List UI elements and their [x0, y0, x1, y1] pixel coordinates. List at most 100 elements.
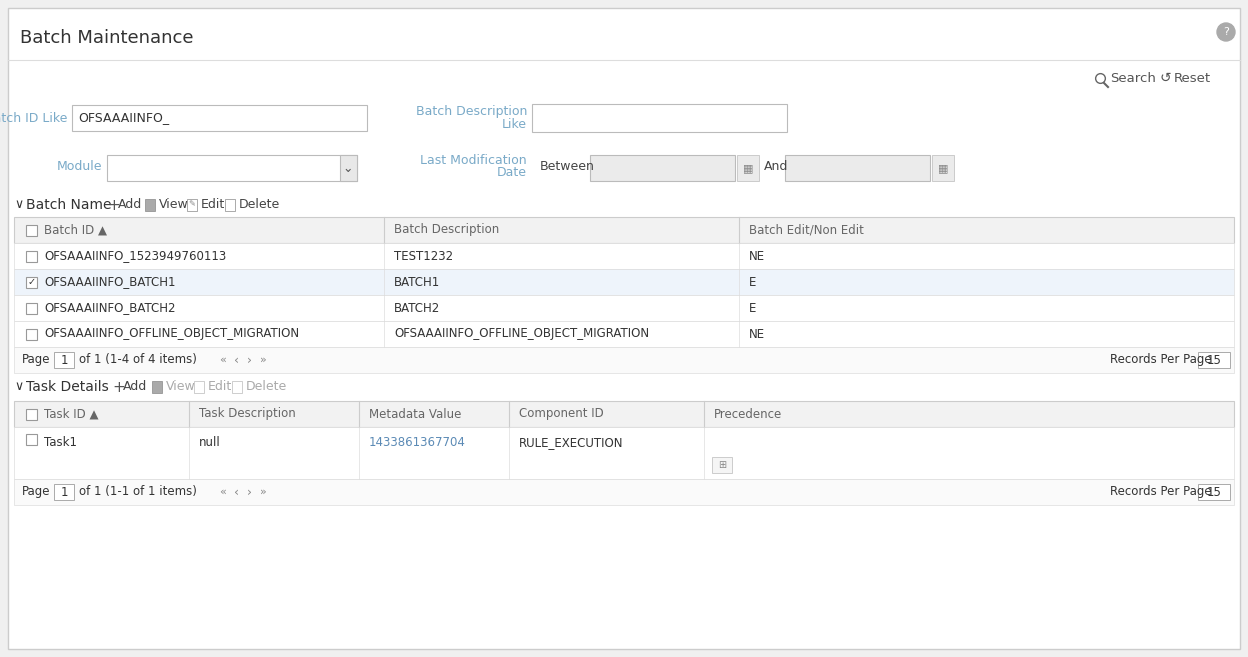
Text: RULE_EXECUTION: RULE_EXECUTION — [519, 436, 624, 449]
Text: Task Details: Task Details — [26, 380, 109, 394]
Text: Page: Page — [22, 486, 50, 499]
Bar — [54, 484, 74, 500]
Bar — [14, 479, 1234, 505]
Text: OFSAAAIINFO_1523949760113: OFSAAAIINFO_1523949760113 — [44, 250, 226, 263]
Text: ⊞: ⊞ — [718, 460, 726, 470]
Bar — [14, 217, 1234, 243]
Bar — [152, 381, 162, 393]
Bar — [54, 352, 74, 368]
Text: ▦: ▦ — [937, 163, 948, 173]
Bar — [532, 104, 787, 132]
Bar — [785, 155, 930, 181]
Bar — [187, 199, 197, 211]
Bar — [26, 329, 37, 340]
Text: OFSAAAIINFO_OFFLINE_OBJECT_MIGRATION: OFSAAAIINFO_OFFLINE_OBJECT_MIGRATION — [394, 327, 649, 340]
Text: »: » — [260, 487, 267, 497]
Bar — [14, 401, 1234, 427]
Text: Like: Like — [502, 118, 527, 131]
Text: 15: 15 — [1207, 353, 1222, 367]
Bar — [713, 457, 733, 473]
Bar — [14, 243, 1234, 269]
Text: Precedence: Precedence — [714, 407, 782, 420]
Text: null: null — [198, 436, 221, 449]
Text: Page: Page — [22, 353, 50, 367]
Text: Task Description: Task Description — [198, 407, 296, 420]
Text: ∨: ∨ — [14, 380, 24, 394]
Bar — [26, 251, 37, 262]
Text: Batch Edit/Non Edit: Batch Edit/Non Edit — [749, 223, 864, 237]
Bar — [26, 409, 37, 420]
Text: ‹: ‹ — [235, 353, 240, 367]
Bar — [193, 381, 203, 393]
Text: Batch Maintenance: Batch Maintenance — [20, 29, 193, 47]
Text: Delete: Delete — [240, 198, 281, 212]
Text: Batch ID Like: Batch ID Like — [0, 112, 67, 124]
Text: Reset: Reset — [1174, 72, 1211, 85]
Bar — [72, 105, 367, 131]
Text: Last Modification: Last Modification — [421, 154, 527, 166]
Text: Add: Add — [119, 198, 142, 212]
Bar — [339, 155, 357, 181]
Text: ›: › — [247, 353, 252, 367]
Text: Component ID: Component ID — [519, 407, 604, 420]
Bar — [14, 321, 1234, 347]
Circle shape — [1217, 23, 1236, 41]
Bar — [14, 347, 1234, 373]
Text: +: + — [112, 380, 125, 394]
Text: Batch Description: Batch Description — [416, 106, 527, 118]
Bar — [145, 199, 155, 211]
Text: Batch Name: Batch Name — [26, 198, 111, 212]
Text: E: E — [749, 302, 756, 315]
Bar — [932, 155, 953, 181]
Text: Search: Search — [1109, 72, 1156, 85]
Text: of 1 (1-4 of 4 items): of 1 (1-4 of 4 items) — [79, 353, 197, 367]
Text: NE: NE — [749, 250, 765, 263]
Text: »: » — [260, 355, 267, 365]
Text: Task1: Task1 — [44, 436, 77, 449]
Bar — [14, 269, 1234, 295]
Text: And: And — [764, 160, 789, 173]
Bar — [1198, 352, 1231, 368]
Text: 1433861367704: 1433861367704 — [369, 436, 466, 449]
Text: Delete: Delete — [246, 380, 287, 394]
Bar — [26, 225, 37, 236]
Text: «: « — [218, 487, 226, 497]
Text: of 1 (1-1 of 1 items): of 1 (1-1 of 1 items) — [79, 486, 197, 499]
Text: Module: Module — [56, 160, 102, 173]
Text: BATCH2: BATCH2 — [394, 302, 441, 315]
Text: Batch Description: Batch Description — [394, 223, 499, 237]
Text: View: View — [158, 198, 188, 212]
Text: Records Per Page: Records Per Page — [1109, 353, 1212, 367]
Text: TEST1232: TEST1232 — [394, 250, 453, 263]
Text: 1: 1 — [60, 353, 67, 367]
Bar — [107, 155, 357, 181]
Bar — [14, 427, 1234, 479]
Text: 1: 1 — [60, 486, 67, 499]
Text: ✓: ✓ — [27, 277, 35, 287]
Text: Metadata Value: Metadata Value — [369, 407, 462, 420]
Text: Batch ID ▲: Batch ID ▲ — [44, 223, 107, 237]
Text: View: View — [166, 380, 196, 394]
Text: ⌄: ⌄ — [343, 162, 353, 175]
Text: «: « — [218, 355, 226, 365]
Text: OFSAAAIINFO_OFFLINE_OBJECT_MIGRATION: OFSAAAIINFO_OFFLINE_OBJECT_MIGRATION — [44, 327, 300, 340]
Text: +: + — [107, 198, 120, 212]
Text: OFSAAAIINFO_BATCH1: OFSAAAIINFO_BATCH1 — [44, 275, 176, 288]
Text: BATCH1: BATCH1 — [394, 275, 441, 288]
Text: OFSAAAIINFO_: OFSAAAIINFO_ — [77, 112, 170, 124]
Text: ↺: ↺ — [1159, 71, 1172, 85]
Text: Between: Between — [540, 160, 595, 173]
Text: NE: NE — [749, 327, 765, 340]
Bar — [26, 277, 37, 288]
Text: ‹: ‹ — [235, 486, 240, 499]
Text: ▦: ▦ — [743, 163, 754, 173]
Bar — [1198, 484, 1231, 500]
Text: Edit: Edit — [208, 380, 232, 394]
Text: Add: Add — [124, 380, 147, 394]
Text: ?: ? — [1223, 27, 1229, 37]
Bar — [26, 303, 37, 314]
Bar — [225, 199, 235, 211]
Text: Records Per Page: Records Per Page — [1109, 486, 1212, 499]
Text: ›: › — [247, 486, 252, 499]
Text: ∨: ∨ — [14, 198, 24, 212]
